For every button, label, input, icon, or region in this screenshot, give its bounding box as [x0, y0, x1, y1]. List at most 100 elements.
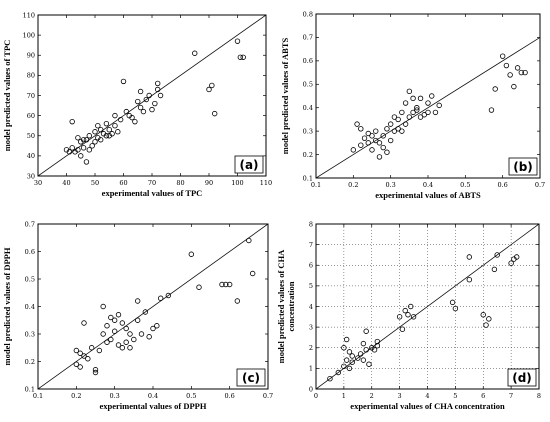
data-point: [226, 281, 233, 288]
y-tick-label: 2: [309, 344, 313, 352]
y-tick-label: 0.1: [303, 174, 313, 182]
x-tick-label: 30: [34, 179, 42, 187]
y-tick-label: 0.1: [25, 385, 35, 393]
x-tick-label: 0: [314, 392, 318, 400]
data-point: [104, 323, 110, 329]
x-axis-label: experimental values of TPC: [102, 188, 203, 198]
data-point: [154, 86, 161, 93]
data-point: [406, 114, 413, 120]
data-point: [234, 38, 241, 44]
data-point: [341, 363, 347, 370]
data-point: [103, 133, 110, 139]
x-tick-label: 0.7: [535, 181, 545, 189]
data-point: [417, 95, 424, 102]
y-tick-label: 0.8: [303, 10, 313, 18]
chart-panel-1: 30 40 50 60 70 80 90 100 110 30 40 50 60 70 80 90 100 110…: [2, 11, 272, 198]
data-point: [209, 82, 215, 89]
data-point: [77, 364, 83, 370]
data-point: [346, 349, 353, 355]
data-point: [117, 116, 124, 123]
data-point: [361, 135, 368, 141]
data-point: [83, 159, 90, 165]
data-point: [135, 98, 141, 105]
y-tick-label: 50: [27, 132, 35, 140]
data-point: [154, 323, 160, 329]
data-point: [196, 284, 202, 290]
data-point: [115, 342, 122, 348]
x-tick-label: 50: [91, 179, 99, 187]
y-tick-label: 8: [309, 220, 313, 228]
data-point: [157, 92, 164, 99]
data-point: [406, 88, 413, 95]
y-axis-label-line: model predicted values of CHA: [276, 249, 286, 364]
y-tick-label: 90: [27, 52, 35, 60]
data-point: [349, 359, 355, 365]
data-point: [92, 369, 99, 376]
data-point: [507, 72, 513, 78]
data-point: [346, 365, 353, 372]
data-point: [106, 127, 112, 133]
x-tick-label: 0.5: [460, 181, 470, 189]
data-point: [360, 340, 367, 347]
x-tick-label: 0.6: [224, 392, 234, 400]
data-point: [129, 114, 135, 121]
panel-label: (d): [512, 371, 532, 385]
data-point: [518, 69, 525, 76]
data-point: [108, 336, 114, 343]
y-tick-label: 6: [309, 262, 313, 270]
y-tick-label: 100: [23, 31, 35, 39]
data-point: [369, 133, 375, 139]
data-point: [414, 107, 420, 113]
data-point: [369, 147, 375, 153]
y-tick-label: 7: [309, 241, 313, 249]
y-tick-label: 3: [309, 323, 313, 331]
data-point: [483, 322, 489, 328]
x-tick-label: 0.7: [263, 392, 273, 400]
y-tick-label: 0.4: [303, 104, 313, 112]
data-point: [354, 121, 360, 127]
data-point: [376, 140, 383, 146]
data-point: [92, 139, 98, 145]
x-tick-label: 0.3: [385, 181, 395, 189]
data-point: [112, 122, 118, 129]
panel-label-box: [234, 155, 264, 174]
data-point: [355, 355, 361, 361]
y-axis-label: model predicted values of CHAconcentrati…: [276, 249, 296, 364]
y-tick-label: 0.2: [303, 151, 313, 159]
data-point: [417, 114, 424, 120]
y-tick-label: 30: [27, 172, 35, 180]
data-point: [120, 78, 127, 85]
data-point: [73, 361, 80, 367]
fit-line: [38, 224, 268, 389]
y-axis-label-line: concentration: [286, 281, 296, 331]
chart-panel-2: 0.1 0.2 0.3 0.4 0.5 0.6 0.7 0.1 0.2 0.3 0.4 0.5 0.6 0…: [280, 10, 545, 200]
panel-label-box: [508, 157, 538, 176]
data-point: [508, 260, 514, 266]
data-point: [327, 375, 333, 382]
data-point: [410, 314, 417, 320]
data-point: [137, 104, 144, 111]
data-point: [399, 109, 405, 116]
data-point: [387, 121, 394, 127]
data-point: [350, 147, 357, 153]
fit-line: [316, 224, 539, 389]
x-tick-label: 0.2: [71, 392, 81, 400]
x-axis-label: experimental values of CHA concentration: [350, 401, 505, 411]
data-point: [365, 140, 371, 146]
data-point: [240, 54, 246, 60]
data-point: [410, 95, 416, 102]
y-tick-label: 40: [27, 152, 35, 160]
data-point: [143, 96, 149, 103]
data-point: [134, 317, 141, 323]
data-point: [363, 328, 369, 334]
data-point: [503, 62, 510, 69]
data-point: [491, 266, 498, 273]
data-point: [142, 309, 149, 315]
data-point: [380, 144, 386, 151]
data-point: [396, 314, 403, 320]
data-point: [115, 312, 122, 318]
y-tick-label: 80: [27, 72, 35, 80]
data-point: [410, 109, 416, 116]
x-tick-label: 0.1: [33, 392, 43, 400]
